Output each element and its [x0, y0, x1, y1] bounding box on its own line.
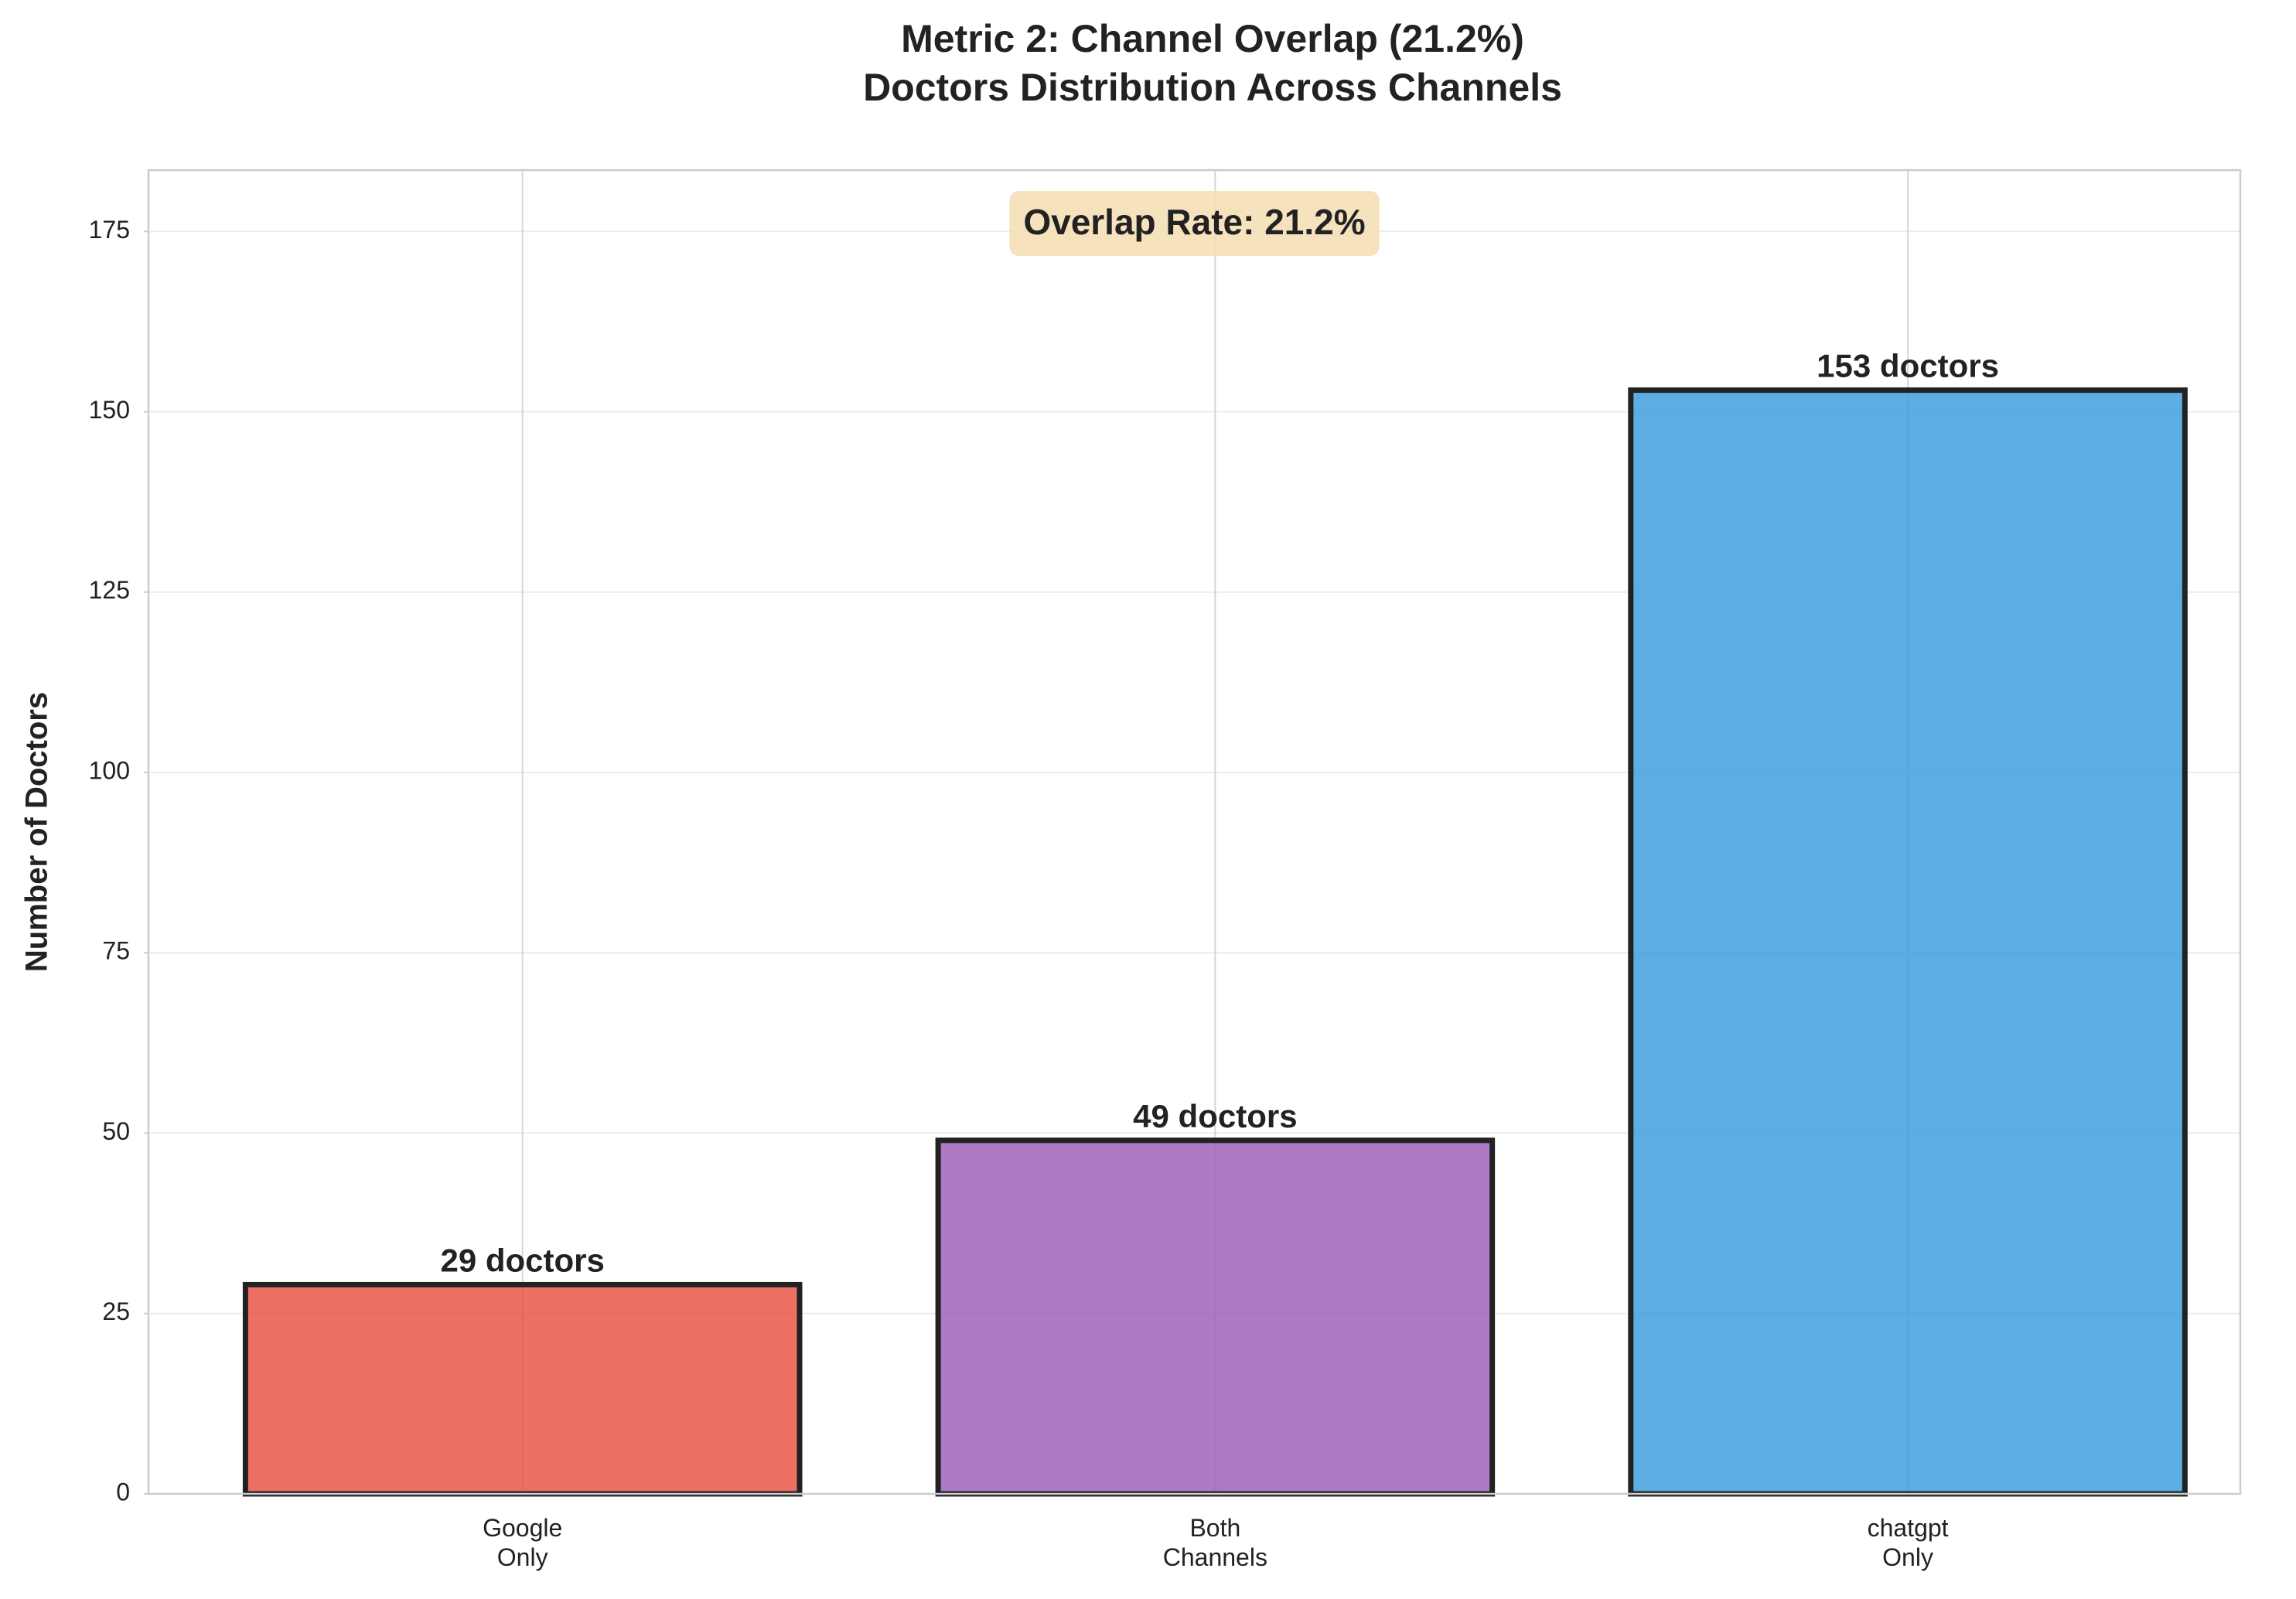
y-tick-label: 75 — [102, 937, 130, 965]
y-tick-label: 25 — [102, 1297, 130, 1325]
y-tick-label: 150 — [89, 396, 130, 424]
chart-title: Metric 2: Channel Overlap (21.2%) — [901, 17, 1524, 60]
y-axis-label: Number of Doctors — [20, 692, 54, 972]
y-tick-label: 125 — [89, 576, 130, 604]
bar — [935, 1137, 1496, 1497]
y-tick-label: 175 — [89, 216, 130, 244]
chart-subtitle: Doctors Distribution Across Channels — [863, 66, 1562, 109]
x-tick-label: Both Channels — [1162, 1514, 1267, 1571]
y-tick-label: 100 — [89, 756, 130, 784]
value-label: 29 doctors — [440, 1243, 604, 1279]
y-tick-label: 50 — [102, 1117, 130, 1145]
bar — [242, 1281, 803, 1497]
y-tick-label: 0 — [116, 1478, 130, 1505]
x-tick-label: Google Only — [483, 1514, 563, 1571]
x-tick-label: chatgpt Only — [1867, 1514, 1949, 1571]
annotation-box — [1009, 191, 1380, 256]
value-label: 49 doctors — [1133, 1098, 1297, 1134]
plot-frame — [147, 169, 2242, 1495]
annotation: Overlap Rate: 21.2% — [1023, 202, 1365, 242]
value-label: 153 doctors — [1817, 348, 1999, 384]
bar — [1628, 387, 2188, 1497]
